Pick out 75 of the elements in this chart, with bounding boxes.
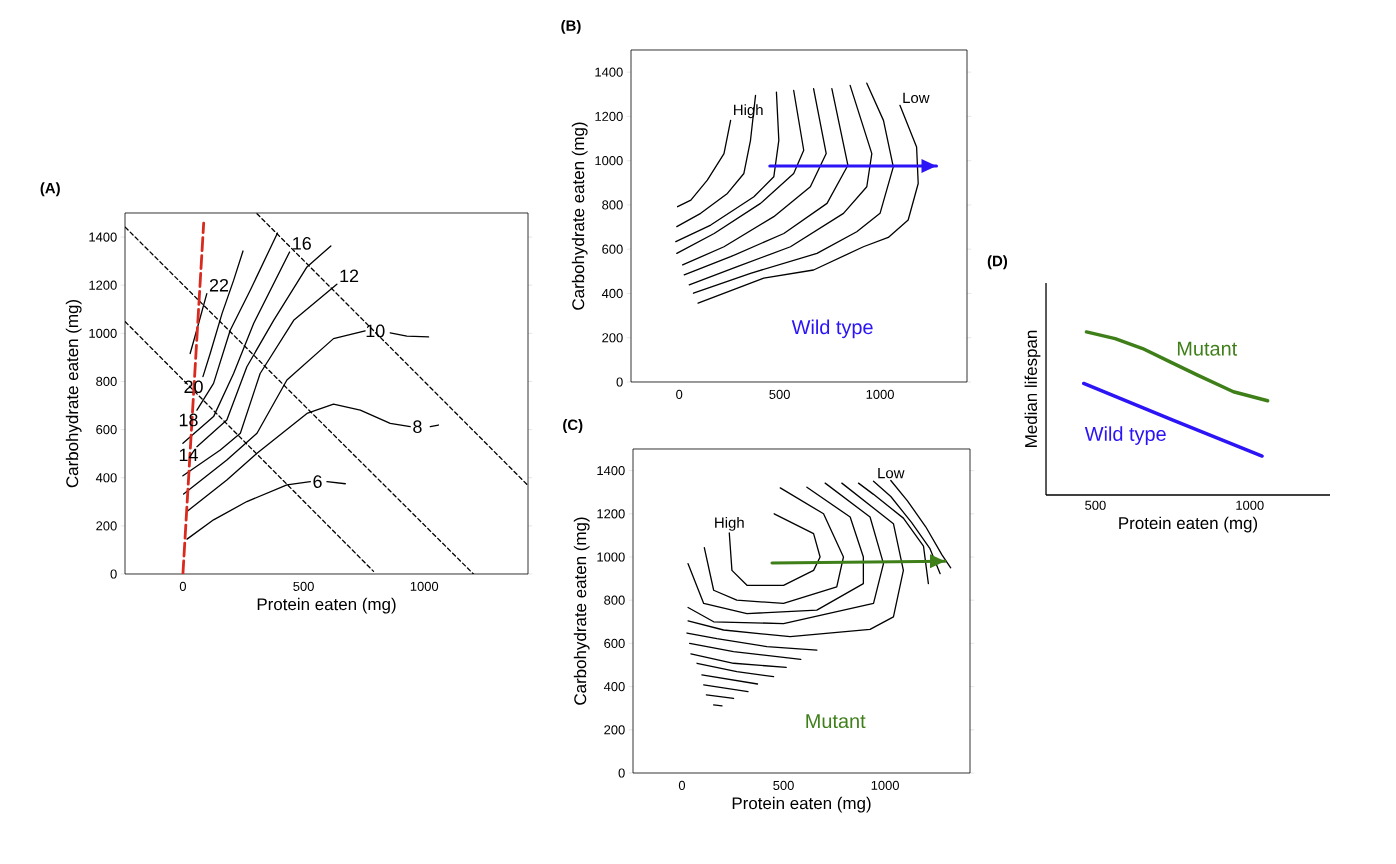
line-series bbox=[676, 119, 732, 208]
y-tick-label: 400 bbox=[601, 288, 623, 299]
line-series bbox=[686, 632, 818, 651]
y-tick-label: 600 bbox=[602, 244, 623, 254]
y-tick-label: 1000 bbox=[595, 156, 623, 166]
line-series bbox=[202, 250, 244, 378]
line-series bbox=[676, 89, 805, 255]
annotation: 16 bbox=[293, 237, 311, 250]
line-series bbox=[683, 88, 849, 276]
line-series bbox=[697, 104, 919, 304]
y-tick-label: 400 bbox=[95, 473, 117, 483]
y-tick-label: 1000 bbox=[597, 552, 625, 562]
y-tick-label: 1400 bbox=[595, 67, 623, 77]
line-series bbox=[688, 84, 873, 286]
y-tick-label: 600 bbox=[96, 425, 117, 435]
x-tick-label: 500 bbox=[293, 581, 314, 591]
y-tick-label: 1400 bbox=[89, 232, 117, 242]
x-tick-label: 0 bbox=[678, 780, 686, 790]
x-tick-label: 500 bbox=[773, 780, 794, 790]
y-axis-title: Carbohydrate eaten (mg) bbox=[573, 517, 590, 705]
y-tick-label: 400 bbox=[603, 682, 625, 692]
line-series bbox=[687, 486, 865, 615]
y-tick-label: 1000 bbox=[89, 328, 117, 338]
x-axis-title: Protein eaten (mg) bbox=[1119, 516, 1258, 533]
y-tick-label: 1400 bbox=[597, 466, 625, 476]
annotation: High bbox=[715, 516, 744, 531]
y-tick-label: 0 bbox=[616, 377, 623, 387]
y-tick-label: 200 bbox=[96, 521, 117, 531]
x-tick-label: 500 bbox=[1085, 500, 1106, 510]
y-tick-label: 200 bbox=[602, 333, 623, 343]
line-series bbox=[687, 482, 905, 638]
line-series bbox=[703, 487, 845, 605]
chart-title: (C) bbox=[563, 419, 583, 434]
x-tick-label: 1000 bbox=[866, 389, 894, 399]
annotation: 8 bbox=[413, 420, 422, 434]
y-tick-label: 200 bbox=[604, 725, 625, 735]
annotation: 22 bbox=[209, 278, 229, 292]
line-series bbox=[890, 479, 952, 569]
line-series bbox=[872, 480, 941, 575]
x-axis-title: Protein eaten (mg) bbox=[257, 597, 396, 614]
line-series bbox=[687, 482, 885, 625]
series-label: Mutant bbox=[1177, 341, 1238, 356]
annotation: 6 bbox=[313, 475, 322, 488]
chart-title: (A) bbox=[40, 182, 60, 197]
x-tick-label: 0 bbox=[179, 581, 187, 591]
text: Mutant bbox=[806, 714, 866, 729]
line-series bbox=[857, 482, 930, 585]
x-tick-label: 1000 bbox=[410, 581, 439, 591]
y-tick-label: 0 bbox=[618, 768, 625, 778]
line-series bbox=[692, 82, 894, 294]
y-tick-label: 1200 bbox=[597, 509, 625, 519]
series-label: Wild type bbox=[1084, 426, 1166, 445]
y-axis-title: Median lifespan bbox=[1024, 330, 1041, 447]
x-tick-label: 500 bbox=[769, 389, 790, 399]
annotation: 12 bbox=[340, 269, 359, 283]
y-tick-label: 1200 bbox=[89, 280, 117, 290]
annotation: Low bbox=[878, 467, 905, 479]
y-axis-title: Carbohydrate eaten (mg) bbox=[571, 122, 588, 310]
line-series bbox=[675, 91, 780, 243]
chart-title: (D) bbox=[987, 255, 1008, 270]
x-axis-title: Protein eaten (mg) bbox=[732, 796, 871, 813]
y-axis-title: Carbohydrate eaten (mg) bbox=[65, 299, 82, 488]
x-tick-label: 0 bbox=[676, 389, 683, 399]
y-tick-label: 800 bbox=[96, 376, 117, 387]
y-tick-label: 600 bbox=[604, 638, 625, 648]
chart-title: (B) bbox=[561, 19, 581, 34]
y-tick-label: 0 bbox=[110, 569, 117, 579]
y-tick-label: 1200 bbox=[595, 111, 623, 121]
annotation: 10 bbox=[366, 324, 385, 338]
y-tick-label: 800 bbox=[604, 595, 625, 605]
annotation: Low bbox=[903, 92, 930, 104]
text: Wild type bbox=[791, 319, 873, 339]
line-series bbox=[681, 88, 827, 266]
x-tick-label: 1000 bbox=[871, 780, 899, 790]
y-tick-label: 800 bbox=[602, 200, 623, 210]
